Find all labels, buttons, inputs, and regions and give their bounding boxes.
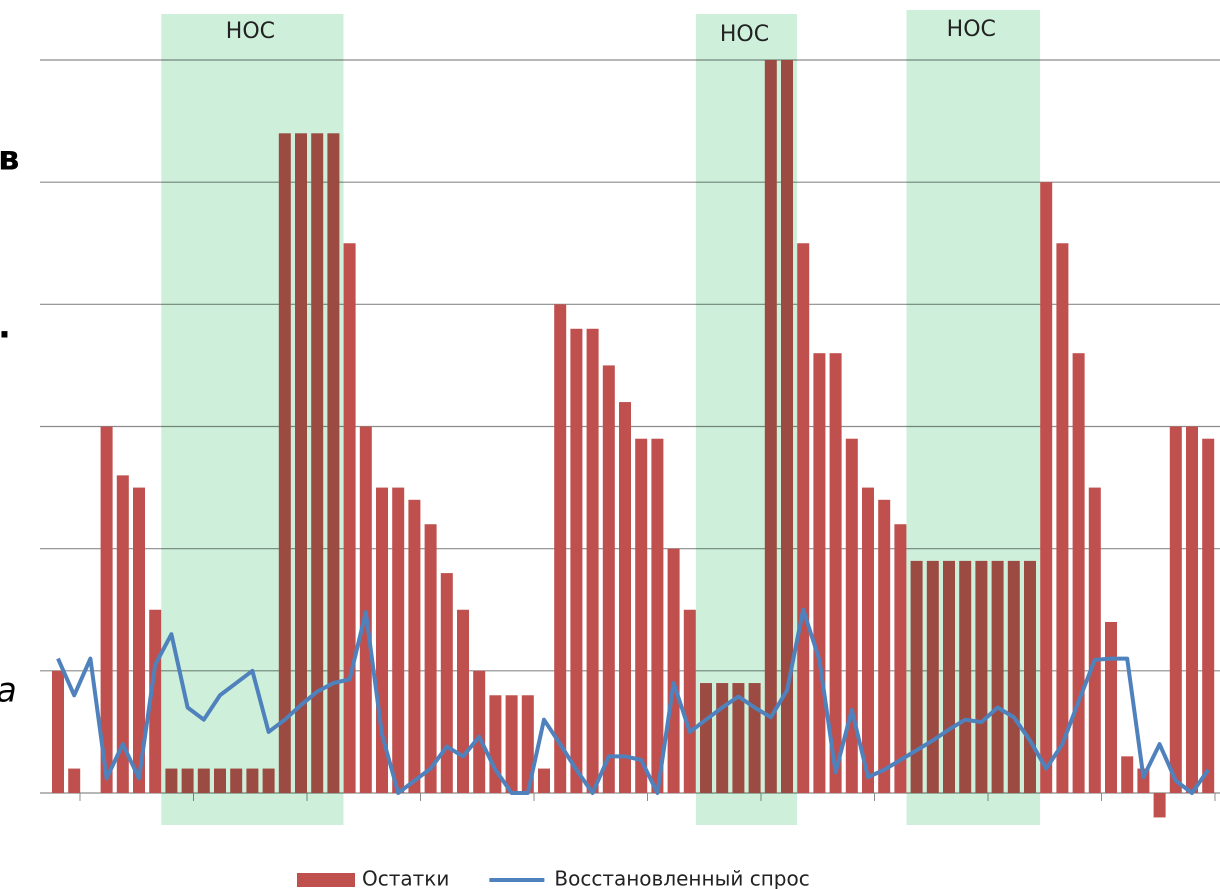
bar (1088, 487, 1101, 793)
bar (1186, 426, 1198, 793)
bar (100, 426, 113, 793)
bar (440, 573, 453, 793)
bar (1105, 621, 1117, 793)
bar (570, 328, 583, 793)
bar (1153, 793, 1166, 818)
bar (457, 609, 469, 793)
demand-line (56, 607, 1210, 795)
bar (619, 402, 631, 793)
region-label: НОС (720, 22, 769, 47)
bar (554, 304, 567, 793)
bar (894, 524, 907, 793)
fragment: . (0, 307, 11, 347)
region-label: НОС (947, 17, 996, 42)
bar (1056, 243, 1069, 793)
bar (845, 438, 858, 793)
bar (1202, 438, 1215, 793)
bar (521, 695, 534, 793)
bar (813, 353, 826, 793)
fragment: а (0, 671, 17, 711)
region-label: НОС (226, 19, 275, 44)
bar (489, 695, 502, 793)
legend-swatch (297, 873, 355, 887)
bar (1072, 353, 1085, 793)
bar (683, 609, 696, 793)
bar (797, 243, 810, 793)
bar (667, 548, 680, 793)
bar (602, 365, 615, 793)
bar (133, 487, 145, 793)
bar (68, 768, 81, 793)
bar (651, 438, 664, 793)
bar (878, 499, 891, 793)
region (161, 14, 344, 825)
bar (1121, 756, 1134, 793)
bar (538, 768, 550, 793)
bar (343, 243, 356, 793)
bar (473, 670, 486, 793)
bar (359, 426, 372, 793)
region (695, 14, 798, 825)
background-fragments: в . а (0, 139, 20, 711)
bar (52, 670, 64, 793)
bar (408, 499, 421, 793)
fragment: в (0, 139, 20, 179)
legend-label: Восстановленный спрос (554, 867, 809, 889)
legend-label: Остатки (362, 867, 449, 889)
bar (1169, 426, 1182, 793)
bar (829, 353, 842, 793)
bar (1040, 182, 1053, 793)
bar (862, 487, 874, 793)
bar (505, 695, 518, 793)
bar (392, 487, 405, 793)
bar (116, 475, 129, 793)
bar (635, 438, 648, 793)
bar (586, 328, 599, 793)
region (906, 10, 1041, 825)
bar (424, 524, 437, 793)
